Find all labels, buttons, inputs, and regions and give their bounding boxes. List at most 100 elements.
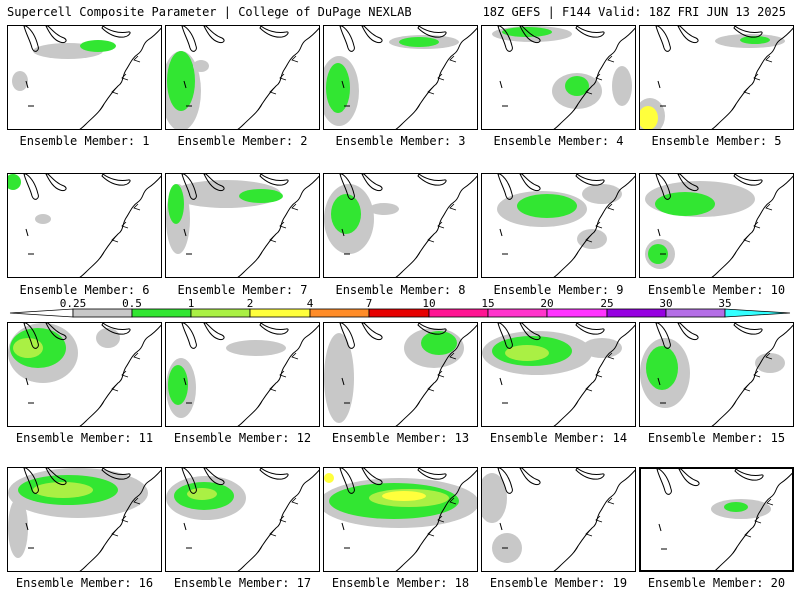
colorbar-tick-label: 20 bbox=[540, 297, 554, 310]
coastline-detail bbox=[415, 352, 457, 408]
ensemble-member-panel bbox=[165, 173, 320, 278]
member-caption: Ensemble Member: 8 bbox=[335, 283, 466, 297]
scp-contour bbox=[324, 333, 354, 423]
lake-outline bbox=[45, 26, 67, 43]
coastline bbox=[237, 175, 319, 277]
colorbar-segment bbox=[309, 308, 370, 318]
scp-contour bbox=[8, 174, 21, 190]
lake-outline bbox=[203, 323, 225, 340]
member-caption: Ensemble Member: 9 bbox=[493, 283, 624, 297]
coastline-detail bbox=[731, 55, 773, 111]
member-caption: Ensemble Member: 16 bbox=[15, 576, 154, 590]
scp-contour bbox=[12, 71, 28, 91]
lake-outline bbox=[45, 468, 67, 485]
scp-map bbox=[8, 323, 161, 426]
colorbar-segment bbox=[190, 308, 251, 318]
scp-contour bbox=[505, 345, 549, 361]
lake-outline bbox=[519, 323, 541, 340]
colorbar-tick-label: 10 bbox=[422, 297, 436, 310]
lake-outline bbox=[733, 26, 763, 38]
member-caption: Ensemble Member: 19 bbox=[489, 576, 628, 590]
map-feature bbox=[657, 377, 666, 404]
ensemble-member-panel bbox=[481, 467, 636, 572]
ensemble-member-panel bbox=[481, 25, 636, 130]
colorbar-tick-label: 2 bbox=[246, 297, 254, 310]
lake-outline bbox=[575, 26, 605, 38]
coastline bbox=[553, 324, 635, 426]
ensemble-member-panel bbox=[165, 322, 320, 427]
coastline-detail bbox=[573, 203, 615, 259]
ensemble-member-panel bbox=[165, 467, 320, 572]
scp-map bbox=[166, 174, 319, 277]
member-caption: Ensemble Member: 10 bbox=[647, 283, 786, 297]
lake-outline bbox=[259, 174, 289, 186]
coastline bbox=[711, 324, 793, 426]
map-feature bbox=[499, 522, 508, 549]
coastline-detail bbox=[99, 203, 141, 259]
scp-map bbox=[324, 26, 477, 129]
colorbar-segment bbox=[131, 308, 192, 318]
scp-contour bbox=[239, 189, 283, 203]
lake-outline bbox=[497, 323, 513, 349]
coastline bbox=[553, 175, 635, 277]
coastline bbox=[79, 469, 161, 571]
coastline-detail bbox=[257, 55, 299, 111]
lake-outline bbox=[677, 26, 699, 43]
member-caption: Ensemble Member: 3 bbox=[335, 134, 466, 148]
lake-outline bbox=[23, 26, 39, 52]
lake-outline bbox=[203, 468, 225, 485]
scp-map bbox=[656, 469, 792, 570]
scp-contour bbox=[8, 498, 28, 558]
scp-contour bbox=[502, 27, 552, 37]
lake-outline bbox=[361, 174, 383, 191]
colorbar-segment bbox=[72, 308, 133, 318]
scp-map bbox=[166, 26, 319, 129]
map-feature bbox=[499, 80, 508, 107]
lake-outline bbox=[259, 323, 289, 335]
lake-outline bbox=[655, 26, 671, 52]
coastline-detail bbox=[257, 352, 299, 408]
coastline-detail bbox=[573, 55, 615, 111]
coastline bbox=[711, 175, 793, 277]
map-feature bbox=[657, 228, 666, 255]
scp-contour bbox=[35, 214, 51, 224]
coastline bbox=[395, 469, 477, 571]
ensemble-member-panel bbox=[639, 25, 794, 130]
colorbar-segment bbox=[665, 308, 726, 318]
lake-outline bbox=[101, 26, 131, 38]
map-feature bbox=[658, 523, 667, 550]
lake-outline bbox=[733, 174, 763, 186]
map-feature bbox=[183, 522, 192, 549]
member-caption: Ensemble Member: 14 bbox=[489, 431, 628, 445]
coastline-detail bbox=[415, 55, 457, 111]
map-feature bbox=[183, 80, 192, 107]
coastline bbox=[553, 469, 635, 571]
ensemble-member-panel bbox=[323, 25, 478, 130]
lake-outline bbox=[45, 174, 67, 191]
map-feature bbox=[499, 377, 508, 404]
scp-contour bbox=[640, 106, 658, 129]
member-caption: Ensemble Member: 12 bbox=[173, 431, 312, 445]
colorbar-tick-label: 30 bbox=[659, 297, 673, 310]
map-feature bbox=[183, 228, 192, 255]
coastline-detail bbox=[99, 352, 141, 408]
scp-contour bbox=[382, 491, 426, 501]
colorbar-tick-label: 35 bbox=[718, 297, 732, 310]
coastline bbox=[711, 27, 793, 129]
lake-outline bbox=[361, 323, 383, 340]
ensemble-member-panel bbox=[639, 173, 794, 278]
lake-outline bbox=[259, 26, 289, 38]
map-feature bbox=[499, 228, 508, 255]
scp-map bbox=[324, 323, 477, 426]
scp-map bbox=[492, 26, 635, 129]
scp-contour bbox=[168, 184, 184, 224]
scp-contour bbox=[331, 194, 361, 234]
scp-contour bbox=[187, 488, 217, 500]
scp-contour bbox=[33, 482, 93, 498]
map-feature bbox=[341, 228, 350, 255]
member-caption: Ensemble Member: 18 bbox=[331, 576, 470, 590]
scp-map bbox=[324, 468, 477, 571]
member-caption: Ensemble Member: 5 bbox=[651, 134, 782, 148]
lake-outline bbox=[181, 174, 197, 200]
scp-contour bbox=[326, 63, 350, 113]
